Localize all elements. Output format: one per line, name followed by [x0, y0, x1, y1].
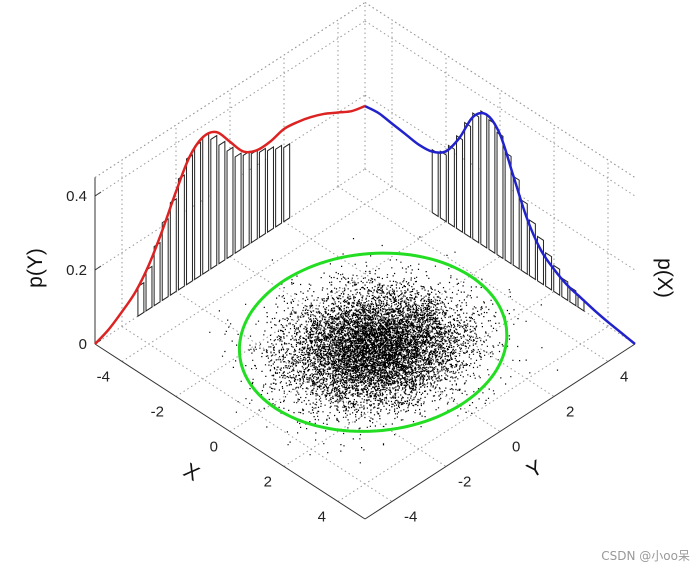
z-tick-label: 0.2 [66, 262, 87, 279]
p-y-bar [145, 265, 153, 312]
p-y-curve [94, 104, 366, 345]
y-axis-label: Y [523, 456, 547, 483]
marginal-curves [94, 104, 636, 345]
p-x-bar [439, 150, 447, 223]
y-marginal-label: p(Y) [24, 248, 47, 288]
p-x-bar [488, 118, 496, 255]
p-y-bar [218, 140, 226, 265]
p-y-bar [202, 132, 210, 276]
p-y-bar [210, 134, 218, 270]
p-y-bar [177, 174, 185, 291]
y-axis-line [364, 343, 636, 520]
p-x-curve [364, 104, 636, 345]
watermark: CSDN @小oo呆 [601, 549, 690, 563]
axes-frame [94, 177, 636, 520]
x-axis-label: X [179, 459, 203, 486]
p-y-bar [267, 146, 274, 234]
x-tick-label: 2 [264, 474, 272, 491]
p-y-bar [250, 149, 258, 244]
p-y-bar [153, 241, 161, 307]
p-y-bar [283, 142, 291, 223]
y-tick-label: 4 [620, 369, 628, 386]
p-y-bar [275, 144, 283, 228]
y-tick-label: -2 [458, 474, 471, 491]
z-tick-label: 0 [79, 336, 87, 353]
p-y-bar [226, 146, 234, 260]
p-y-histogram [137, 132, 291, 318]
scatter-points [209, 236, 559, 464]
x-tick-label: -2 [151, 404, 164, 421]
p-x-bar [447, 144, 455, 228]
x-tick-label: -4 [97, 369, 110, 386]
z-tick-mark [94, 265, 102, 271]
x-tick-label: 0 [210, 439, 218, 456]
p-x-bar [504, 151, 512, 265]
p-x-bar [480, 109, 488, 249]
p-y-bar [161, 217, 169, 302]
p-y-bar [234, 152, 242, 255]
p-x-bar [496, 131, 504, 260]
y-tick-label: -4 [404, 509, 417, 526]
tick-labels: 0 0.2 0.4 -4 -2 0 2 4 -4 -2 0 2 4 [66, 188, 628, 526]
p-y-bar [186, 154, 193, 286]
scatter-dots [209, 236, 559, 464]
p-y-bar [242, 150, 250, 249]
z-tick-label: 0.4 [66, 188, 87, 205]
x-tick-label: 4 [318, 509, 326, 526]
p-y-bar [258, 147, 266, 239]
x-marginal-label: p(X) [653, 258, 676, 298]
p-y-bar [137, 281, 145, 318]
p-x-bar [512, 175, 520, 270]
p-x-bar [464, 121, 472, 239]
p-x-bar [431, 148, 439, 218]
p-y-bar [169, 197, 177, 297]
confidence-ellipse [237, 251, 509, 433]
ellipse-layer [237, 251, 509, 433]
x-axis-line [94, 343, 366, 520]
y-tick-label: 0 [512, 439, 520, 456]
p-x-bar [472, 112, 480, 244]
y-tick-label: 2 [566, 404, 574, 421]
p-y-bar [194, 141, 202, 281]
p-x-bar [456, 134, 463, 234]
z-tick-mark [94, 191, 102, 197]
p-x-histogram [431, 109, 585, 312]
